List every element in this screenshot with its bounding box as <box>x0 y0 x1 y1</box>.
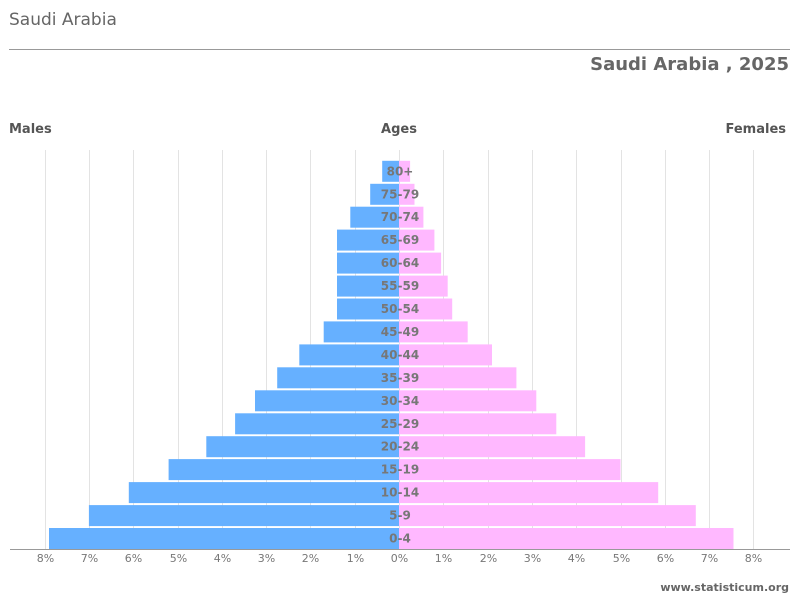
female-bar-70-74 <box>399 206 424 228</box>
male-bar-15-19 <box>168 459 399 481</box>
female-bar-60-64 <box>399 252 442 274</box>
male-bar-65-69 <box>337 229 399 251</box>
x-tick-label: 0% <box>391 552 408 565</box>
age-label: 25-29 <box>381 417 419 431</box>
male-bar-5-9 <box>88 505 400 527</box>
age-label: 0-4 <box>389 532 411 546</box>
x-tick-label: 8% <box>745 552 762 565</box>
age-label: 70-74 <box>381 210 419 224</box>
age-label: 75-79 <box>381 187 419 201</box>
female-bar-30-34 <box>399 390 537 412</box>
x-tick-label: 7% <box>81 552 98 565</box>
x-tick-label: 6% <box>125 552 142 565</box>
age-label: 15-19 <box>381 463 419 477</box>
female-bar-45-49 <box>399 321 468 343</box>
x-tick-label: 5% <box>170 552 187 565</box>
female-bar-80+ <box>399 160 411 182</box>
male-bar-30-34 <box>255 390 399 412</box>
x-tick-label: 4% <box>214 552 231 565</box>
age-labels-group: 0-4 5-9 10-14 15-19 20-24 25-29 30-34 35-39 40-4… <box>381 164 419 545</box>
x-tick-label: 1% <box>435 552 452 565</box>
x-tick-label: 6% <box>657 552 674 565</box>
age-label: 35-39 <box>381 371 419 385</box>
age-label: 20-24 <box>381 440 419 454</box>
female-bar-10-14 <box>399 482 659 504</box>
age-label: 55-59 <box>381 279 419 293</box>
male-bar-80+ <box>382 160 399 182</box>
female-bar-25-29 <box>399 413 557 435</box>
male-bar-50-54 <box>337 298 399 320</box>
female-bar-75-79 <box>399 183 415 205</box>
female-bar-40-44 <box>399 344 492 366</box>
female-bar-5-9 <box>399 505 696 527</box>
title-divider <box>9 49 790 50</box>
source-credit: www.statisticum.org <box>660 581 789 594</box>
female-bar-20-24 <box>399 436 586 458</box>
age-label: 60-64 <box>381 256 419 270</box>
x-tick-label: 5% <box>613 552 630 565</box>
males-label: Males <box>9 122 52 137</box>
age-label: 65-69 <box>381 233 419 247</box>
x-tick-labels: 8% 7% 6% 5% 4% 3% 2% 1% 0% 1% 2% 3% 4% 5% 6% 7% 8% <box>37 552 762 565</box>
x-tick-label: 8% <box>37 552 54 565</box>
female-bar-55-59 <box>399 275 448 297</box>
x-tick-label: 4% <box>568 552 585 565</box>
female-bar-35-39 <box>399 367 517 389</box>
age-label: 30-34 <box>381 394 419 408</box>
age-label: 80+ <box>387 164 414 178</box>
male-bar-70-74 <box>350 206 399 228</box>
male-bar-25-29 <box>235 413 399 435</box>
male-bar-10-14 <box>128 482 400 504</box>
age-label: 40-44 <box>381 348 419 362</box>
male-bar-60-64 <box>337 252 399 274</box>
x-tick-label: 2% <box>302 552 319 565</box>
females-label: Females <box>726 122 787 137</box>
x-tick-label: 1% <box>347 552 364 565</box>
x-tick-label: 3% <box>524 552 541 565</box>
male-bar-40-44 <box>299 344 399 366</box>
male-bar-20-24 <box>206 436 399 458</box>
male-bar-0-4 <box>49 528 399 549</box>
chart-title: Saudi Arabia , 2025 <box>590 54 789 75</box>
female-bar-15-19 <box>399 459 621 481</box>
female-bar-0-4 <box>399 528 734 549</box>
male-bar-55-59 <box>337 275 399 297</box>
age-label: 50-54 <box>381 302 419 316</box>
ages-label: Ages <box>381 122 417 137</box>
age-label: 5-9 <box>389 509 411 523</box>
male-bar-35-39 <box>277 367 399 389</box>
age-label: 10-14 <box>381 486 419 500</box>
x-tick-label: 2% <box>480 552 497 565</box>
male-bar-45-49 <box>323 321 399 343</box>
bars-group <box>49 160 734 549</box>
female-bar-50-54 <box>399 298 453 320</box>
female-bar-65-69 <box>399 229 435 251</box>
age-label: 45-49 <box>381 325 419 339</box>
male-bar-75-79 <box>370 183 399 205</box>
window-title: Saudi Arabia <box>9 10 117 30</box>
x-tick-label: 7% <box>701 552 718 565</box>
x-tick-label: 3% <box>258 552 275 565</box>
